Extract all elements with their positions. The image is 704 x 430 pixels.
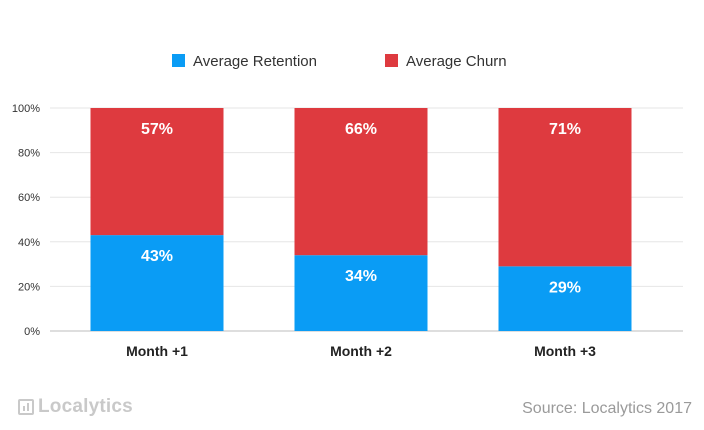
localytics-logo: Localytics — [18, 396, 133, 418]
y-tick-label: 40% — [18, 237, 40, 249]
y-tick-label: 20% — [18, 281, 40, 293]
y-tick-label: 60% — [18, 192, 40, 204]
x-category-label: Month +2 — [330, 343, 392, 359]
retention-bar — [90, 235, 224, 331]
y-tick-label: 80% — [18, 148, 40, 160]
churn-value-label: 71% — [549, 121, 581, 138]
retention-value-label: 34% — [345, 268, 377, 285]
logo-chart-icon — [18, 399, 34, 415]
legend-churn-label: Average Churn — [406, 53, 507, 70]
churn-bar — [294, 108, 428, 256]
x-category-label: Month +1 — [126, 343, 188, 359]
retention-value-label: 29% — [549, 279, 581, 296]
churn-value-label: 57% — [141, 121, 173, 138]
y-tick-label: 0% — [24, 326, 40, 338]
logo-text: Localytics — [38, 396, 133, 417]
legend-retention-swatch — [172, 54, 185, 67]
retention-bar — [294, 255, 428, 331]
x-category-label: Month +3 — [534, 343, 596, 359]
y-tick-label: 100% — [12, 103, 40, 115]
churn-value-label: 66% — [345, 121, 377, 138]
retention-bar — [498, 266, 632, 331]
churn-bar — [498, 108, 632, 267]
legend-retention-label: Average Retention — [193, 53, 317, 70]
source-caption: Source: Localytics 2017 — [522, 400, 692, 417]
churn-bar — [90, 108, 224, 236]
legend-churn-swatch — [385, 54, 398, 67]
retention-value-label: 43% — [141, 248, 173, 265]
